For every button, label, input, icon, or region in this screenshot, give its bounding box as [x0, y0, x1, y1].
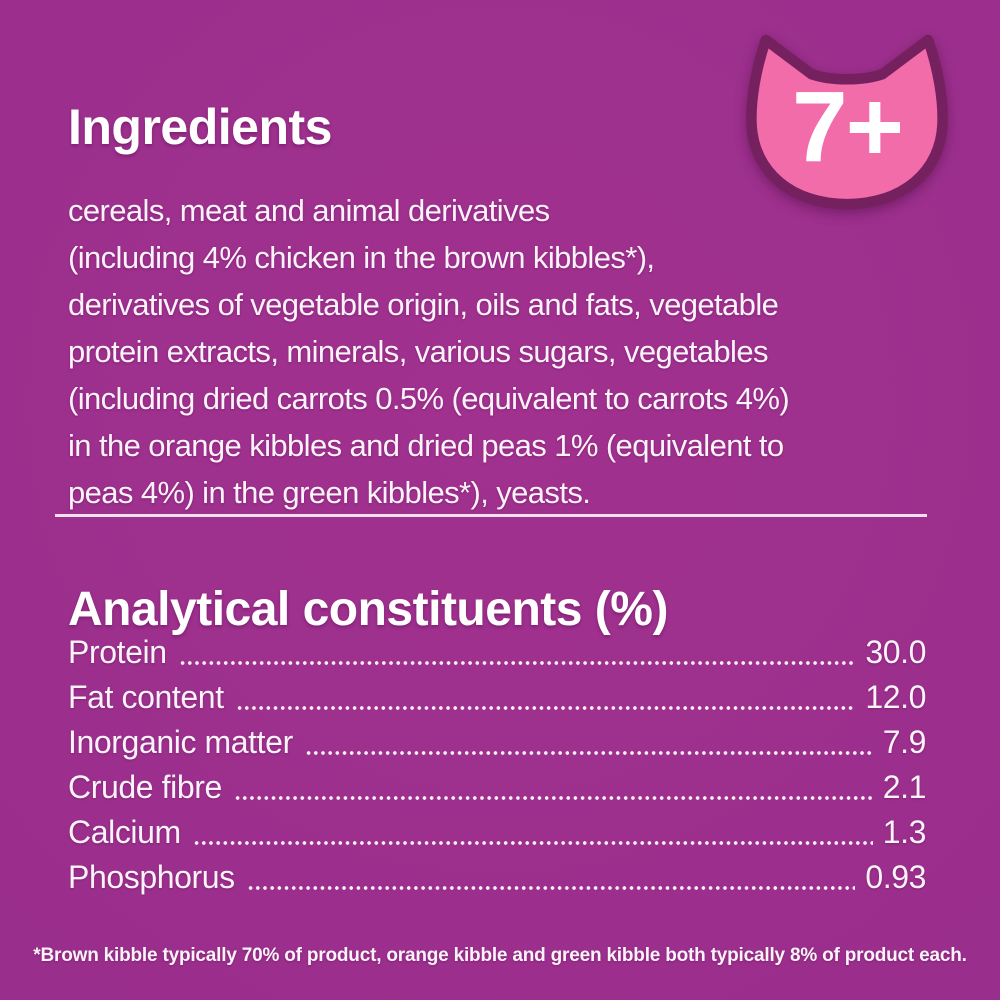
nutrient-label: Fat content [68, 679, 224, 715]
table-row: Fat content 12.0 [68, 675, 926, 720]
dotted-leader [233, 765, 873, 810]
nutrient-label: Protein [68, 634, 167, 670]
ingredients-body-text: cereals, meat and animal derivatives (in… [68, 193, 790, 510]
nutrient-value: 12.0 [865, 679, 926, 715]
dotted-leader [178, 630, 856, 675]
table-row: Crude fibre 2.1 [68, 765, 926, 810]
ingredients-title: Ingredients [68, 98, 332, 155]
nutrient-label: Calcium [68, 814, 181, 850]
table-row: Calcium 1.3 [68, 810, 926, 855]
nutrient-label: Crude fibre [68, 769, 222, 805]
table-row: Inorganic matter 7.9 [68, 720, 926, 765]
table-row: Protein 30.0 [68, 630, 926, 675]
nutrient-value: 1.3 [882, 814, 927, 850]
age-badge-label: 7+ [791, 70, 904, 183]
section-divider [55, 514, 927, 517]
nutrient-value: 30.0 [865, 634, 926, 670]
nutrient-value: 2.1 [882, 769, 927, 805]
nutrient-value: 7.9 [882, 724, 927, 760]
nutrient-label: Inorganic matter [68, 724, 293, 760]
analytical-constituents-title: Analytical constituents (%) [68, 582, 668, 636]
age-badge: 7+ [742, 26, 952, 218]
analytical-constituents-table: Protein 30.0 Fat content 12.0 Inorganic … [68, 630, 926, 900]
dotted-leader [235, 675, 856, 720]
nutrient-label: Phosphorus [68, 859, 235, 895]
kibble-footnote: *Brown kibble typically 70% of product, … [33, 945, 967, 966]
dotted-leader [304, 720, 873, 765]
cat-head-icon [746, 34, 948, 210]
table-row: Phosphorus 0.93 [68, 855, 926, 900]
dotted-leader [246, 855, 856, 900]
dotted-leader [192, 810, 873, 855]
nutrient-value: 0.93 [865, 859, 926, 895]
